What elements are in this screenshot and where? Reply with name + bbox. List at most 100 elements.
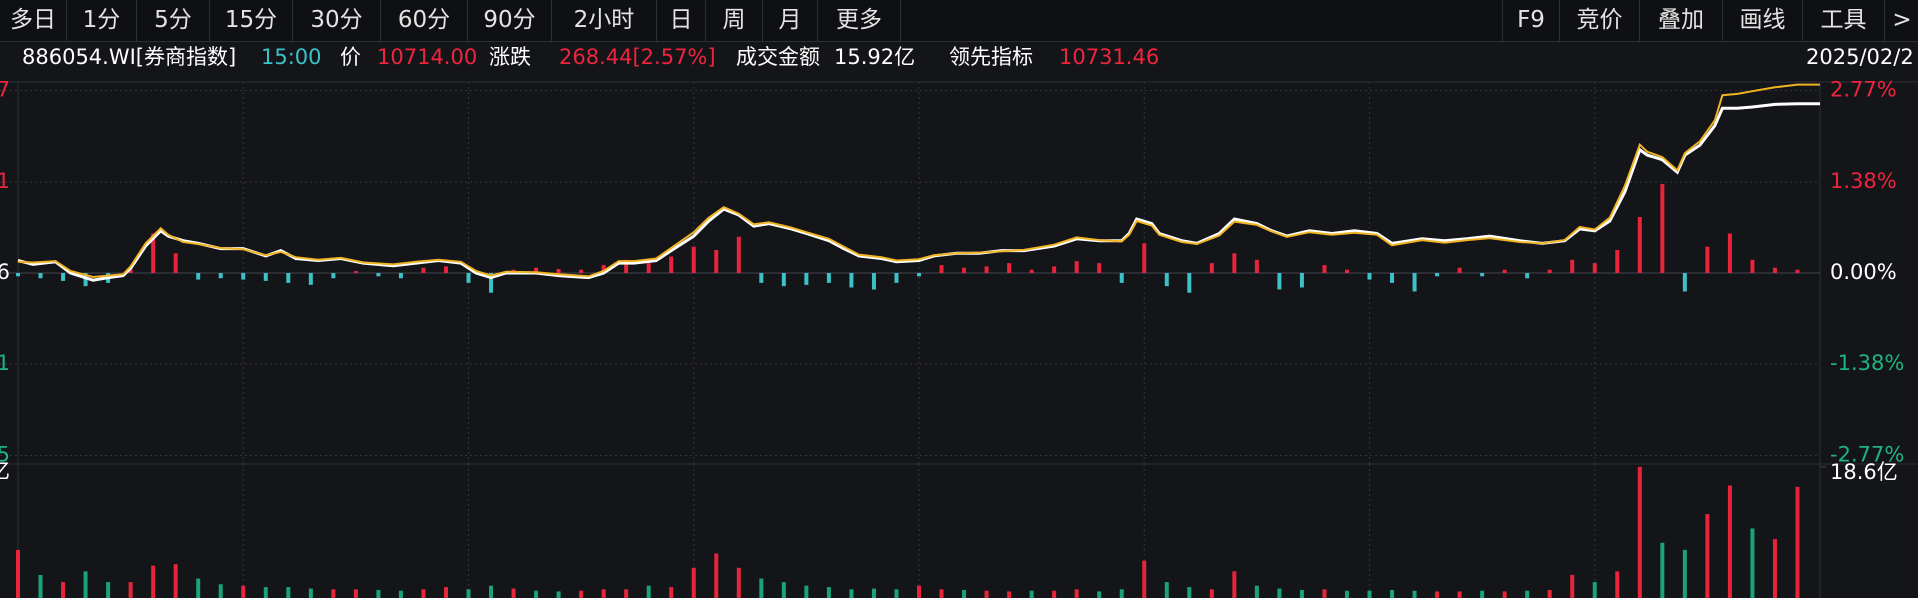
tab[interactable]: 工具	[1803, 0, 1885, 41]
histogram-bar	[1119, 273, 1124, 283]
lead-label: 领先指标	[949, 45, 1033, 69]
volume-bar	[511, 588, 516, 598]
histogram-bar	[38, 273, 43, 279]
y-tick-label: -1.38%	[1830, 351, 1904, 375]
volume-bar	[917, 585, 921, 598]
volume-bar	[1209, 589, 1214, 598]
histogram-bar	[1682, 273, 1687, 292]
tab[interactable]: 2小时	[552, 0, 657, 41]
volume-bar	[939, 589, 944, 598]
volume-bar	[1750, 528, 1755, 598]
histogram-bar	[804, 273, 809, 285]
tab[interactable]: 叠加	[1640, 0, 1723, 41]
histogram-bar	[1615, 249, 1620, 273]
volume-bar	[218, 584, 223, 598]
volume-bar	[962, 589, 967, 598]
volume-bar	[1164, 582, 1169, 598]
tab[interactable]: 15分	[210, 0, 293, 41]
volume-bar	[151, 565, 156, 598]
volume-bar	[353, 589, 358, 598]
histogram-bar	[1164, 273, 1169, 287]
tab[interactable]: 竞价	[1560, 0, 1640, 41]
volume-bar	[1299, 589, 1304, 598]
histogram-bar	[489, 273, 494, 293]
histogram-bar	[736, 236, 741, 273]
histogram-bar	[83, 273, 88, 287]
volume-bar	[1772, 539, 1777, 598]
histogram-bar	[1074, 261, 1079, 273]
histogram-bar	[331, 273, 336, 279]
volume-bar	[421, 589, 426, 598]
volume-bar	[61, 582, 66, 598]
tab[interactable]: 日	[657, 0, 706, 41]
histogram-bar	[1142, 243, 1147, 273]
price-line	[17, 83, 1820, 279]
volume-bar	[894, 589, 899, 598]
histogram-bar	[1637, 217, 1642, 273]
volume-bar	[1052, 590, 1057, 598]
histogram-bar	[421, 267, 426, 273]
volume-bar	[1480, 590, 1485, 598]
histogram-bar	[376, 273, 381, 277]
volume-bar	[1592, 582, 1597, 598]
volume-bar	[1277, 588, 1282, 598]
volume-bar	[38, 574, 43, 598]
tab[interactable]: 月	[763, 0, 818, 41]
tab[interactable]: 周	[706, 0, 763, 41]
histogram-bar	[16, 273, 20, 277]
volume-bar	[1029, 590, 1034, 598]
histogram-bar	[1254, 259, 1259, 273]
amount-label: 成交金额	[736, 45, 820, 69]
price: 10714.00	[377, 45, 477, 69]
volume-bar	[1705, 514, 1710, 598]
amount: 15.92亿	[834, 45, 915, 69]
histogram-bar	[714, 249, 719, 273]
histogram-bar	[962, 267, 967, 273]
volume-bar	[1007, 591, 1012, 598]
histogram-bar	[1772, 267, 1777, 273]
histogram-bar	[1457, 267, 1462, 273]
histogram-bar	[308, 273, 313, 285]
volume-bar	[1119, 589, 1124, 598]
y-tick-label: 18.6亿	[1830, 460, 1898, 484]
histogram-bar	[984, 266, 989, 273]
tab[interactable]: >	[1885, 0, 1918, 41]
volume-bar	[1795, 486, 1800, 598]
histogram-bar	[443, 266, 448, 273]
tab[interactable]: 1分	[67, 0, 137, 41]
histogram-bar	[263, 273, 268, 281]
histogram-bar	[1052, 266, 1057, 273]
volume-bar	[398, 590, 403, 598]
tab[interactable]: 多日	[0, 0, 67, 41]
volume-bar	[128, 582, 133, 598]
histogram-bar	[241, 273, 246, 280]
histogram-bar	[1097, 263, 1102, 273]
histogram-bar	[1592, 263, 1597, 273]
histogram-bar	[1795, 269, 1800, 273]
histogram-bar	[1435, 273, 1440, 277]
left-tick-label: 1	[0, 351, 10, 375]
histogram-bar	[1502, 269, 1507, 273]
histogram-bar	[1412, 273, 1417, 292]
left-tick-label: 6	[0, 260, 10, 284]
volume-bar	[804, 585, 809, 598]
tab[interactable]: 30分	[293, 0, 381, 41]
histogram-bar	[1705, 246, 1710, 273]
volume-bar	[534, 590, 539, 598]
tab[interactable]: 5分	[137, 0, 210, 41]
volume-bar	[1344, 590, 1349, 598]
tab[interactable]: 90分	[468, 0, 552, 41]
histogram-bar	[669, 256, 674, 273]
tab[interactable]: 画线	[1723, 0, 1803, 41]
histogram-bar	[1547, 269, 1552, 273]
tab[interactable]: F9	[1503, 0, 1560, 41]
tab[interactable]: 60分	[381, 0, 468, 41]
histogram-bar	[1660, 184, 1665, 273]
tab[interactable]: 更多	[818, 0, 901, 41]
volume-bar	[173, 564, 178, 598]
histogram-bar	[1007, 263, 1012, 273]
change: 268.44[2.57%]	[559, 45, 716, 69]
volume-bar	[196, 578, 201, 598]
volume-bar	[1254, 585, 1259, 598]
